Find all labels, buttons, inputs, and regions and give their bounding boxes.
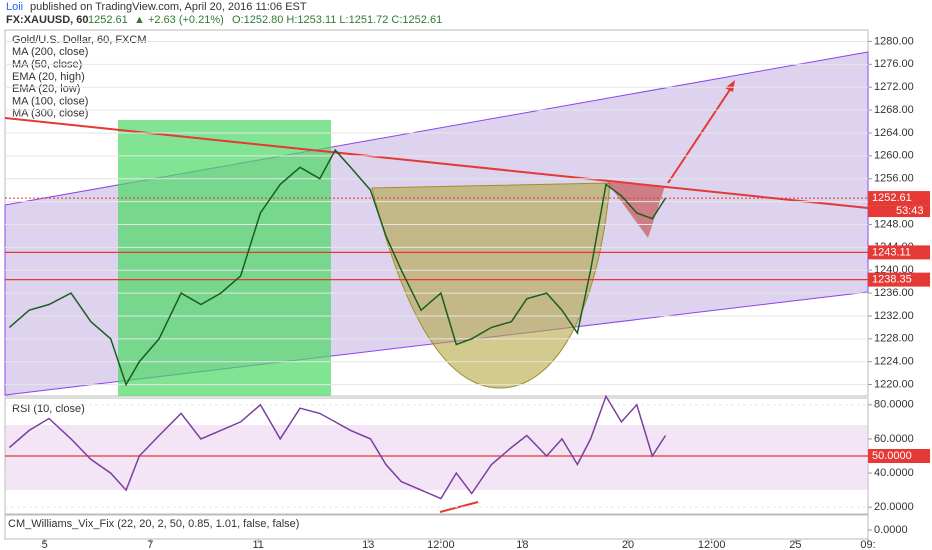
level-box xyxy=(868,272,930,287)
legend-item: MA (100, close) xyxy=(12,95,88,107)
countdown: 53:43 xyxy=(896,205,924,217)
y-tick-label: 1268.00 xyxy=(874,104,914,116)
cup xyxy=(371,182,611,389)
x-tick-label: 09: xyxy=(860,539,875,550)
level-box xyxy=(868,245,930,260)
x-tick-label: 20 xyxy=(622,539,634,550)
y-tick-label: 60.0000 xyxy=(874,433,914,445)
rsi-label: RSI (10, close) xyxy=(12,403,85,415)
y-tick-label: 1280.00 xyxy=(874,35,914,47)
legend-item: Gold/U.S. Dollar, 60, FXCM xyxy=(12,34,147,46)
last-price: 1252.61 xyxy=(88,14,128,26)
y-tick-label: 0.0000 xyxy=(874,524,908,536)
y-tick-label: 40.0000 xyxy=(874,467,914,479)
symbol: FX:XAUUSD, 60 xyxy=(6,14,89,26)
y-tick-label: 1276.00 xyxy=(874,58,914,70)
legend-item: EMA (20, high) xyxy=(12,71,85,83)
series-line xyxy=(8,148,667,387)
series-line xyxy=(8,394,667,500)
arrow xyxy=(667,84,734,184)
y-tick-label: 1272.00 xyxy=(874,81,914,93)
rsi-band xyxy=(5,425,868,490)
level-label: 1238.35 xyxy=(872,274,912,286)
x-tick-label: 7 xyxy=(147,539,153,550)
arrow-head xyxy=(725,80,735,92)
y-tick-label: 80.0000 xyxy=(874,399,914,411)
published: published on TradingView.com, April 20, … xyxy=(30,1,307,13)
y-tick-label: 1228.00 xyxy=(874,333,914,345)
y-tick-label: 1236.00 xyxy=(874,287,914,299)
vix-label: CM_Williams_Vix_Fix (22, 20, 2, 50, 0.85… xyxy=(8,518,299,530)
x-tick-label: 18 xyxy=(516,539,528,550)
y-tick-label: 1260.00 xyxy=(874,150,914,162)
level-box xyxy=(868,191,930,206)
y-tick-label: 20.0000 xyxy=(874,501,914,513)
y-tick-label: 1220.00 xyxy=(874,378,914,390)
level-label: 50.0000 xyxy=(872,450,912,462)
x-tick-label: 11 xyxy=(252,539,263,550)
level-label: 1243.11 xyxy=(872,246,911,258)
range-box xyxy=(118,120,331,396)
x-tick-label: 5 xyxy=(42,539,48,550)
legend-item: MA (300, close) xyxy=(12,108,88,120)
ohlc: O:1252.80 H:1253.11 L:1251.72 C:1252.61 xyxy=(232,14,442,26)
level-box xyxy=(868,449,930,463)
vix-pane xyxy=(4,514,869,540)
x-tick-label: 25 xyxy=(789,539,801,550)
x-tick-label: 13 xyxy=(362,539,374,550)
countdown-box xyxy=(868,205,930,218)
x-tick-label: 12:00 xyxy=(698,539,726,550)
legend-item: EMA (20, low) xyxy=(12,83,80,95)
y-tick-label: 1248.00 xyxy=(874,218,914,230)
author: Loii xyxy=(6,1,23,13)
y-tick-label: 1264.00 xyxy=(874,127,914,139)
y-tick-label: 1224.00 xyxy=(874,356,914,368)
change: ▲ +2.63 (+0.21%) xyxy=(134,14,224,26)
rsi-arrow xyxy=(439,501,479,513)
y-tick-label: 1256.00 xyxy=(874,173,914,185)
y-tick-label: 1232.00 xyxy=(874,310,914,322)
x-tick-label: 12:00 xyxy=(427,539,455,550)
legend-item: MA (200, close) xyxy=(12,46,88,58)
level-label: 1252.61 xyxy=(872,192,912,204)
